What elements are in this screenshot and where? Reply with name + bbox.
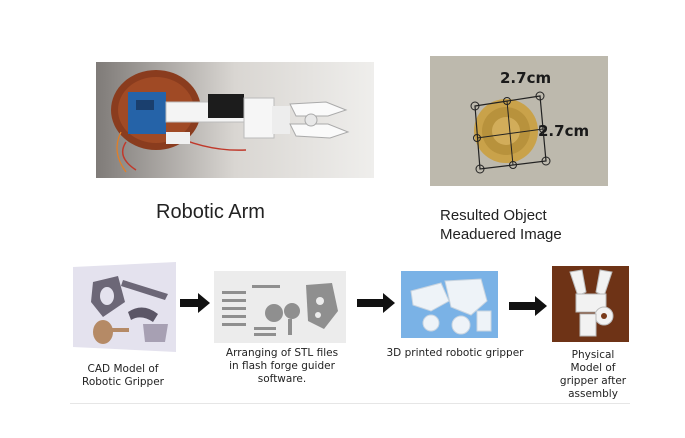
caption-line: software.: [257, 373, 307, 385]
caption-line: in flash forge guider: [229, 360, 335, 372]
measure-label-right: 2.7cm: [538, 122, 590, 140]
printed-gripper-image: [401, 271, 498, 338]
result-caption-line-2: Meaduered Image: [440, 226, 562, 243]
measure-label-top: 2.7cm: [500, 69, 552, 87]
physical-model-image: [552, 266, 629, 342]
caption-line: Robotic Gripper: [82, 376, 164, 388]
printed-gripper-caption: 3D printed robotic gripper: [380, 347, 530, 360]
caption-line: Physical: [571, 349, 615, 361]
robotic-arm-caption: Robotic Arm: [156, 201, 265, 223]
flow-arrow-1: [180, 293, 210, 318]
cad-model-image: [73, 262, 176, 352]
caption-line: 3D printed robotic gripper: [386, 347, 524, 359]
robotic-arm-photo: [96, 62, 374, 178]
flow-baseline: [70, 403, 630, 404]
caption-line: Arranging of STL files: [225, 347, 339, 359]
caption-line: Model of: [570, 362, 616, 374]
caption-line: CAD Model of: [87, 363, 159, 375]
result-caption: Resulted Object Meaduered Image: [440, 206, 562, 244]
flow-arrow-3: [509, 296, 547, 321]
result-caption-line-1: Resulted Object: [440, 207, 547, 224]
flow-arrow-2: [357, 293, 395, 318]
measured-object-photo: 2.7cm 2.7cm: [430, 56, 608, 186]
cad-model-caption: CAD Model of Robotic Gripper: [68, 363, 178, 389]
stl-arrangement-image: [214, 271, 346, 343]
physical-model-caption: Physical Model of gripper after assembly: [548, 349, 638, 401]
caption-line: gripper after: [559, 375, 627, 387]
stl-arrangement-caption: Arranging of STL files in flash forge gu…: [212, 347, 352, 386]
caption-line: assembly: [568, 388, 618, 400]
